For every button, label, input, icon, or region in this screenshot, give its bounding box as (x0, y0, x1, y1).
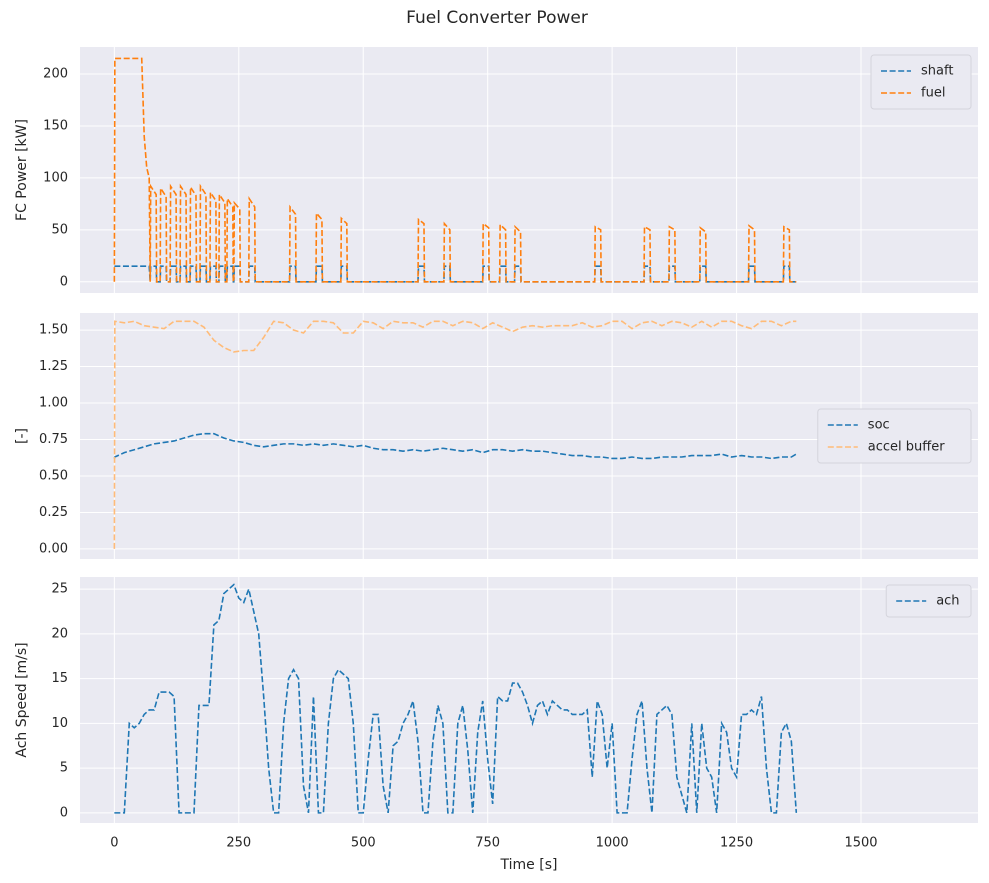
y-tick-label: 0.75 (39, 432, 68, 447)
series-group (113, 57, 797, 283)
series-line (113, 320, 797, 549)
y-tick-label: 20 (51, 626, 68, 641)
series-group (113, 320, 797, 549)
subplot: 0.00 0.25 0.50 0.75 1.00 1.25 1.50 [-] soc accel … (14, 313, 978, 559)
figure-title: Fuel Converter Power (406, 8, 588, 28)
plot-area (80, 47, 978, 293)
y-tick-label: 15 (51, 671, 68, 686)
x-tick-label: 1000 (596, 836, 629, 851)
legend-label: accel buffer (868, 440, 945, 455)
x-tick-label: 250 (226, 836, 251, 851)
y-tick-label: 200 (43, 67, 68, 82)
series-line (113, 432, 797, 460)
legend-label: shaft (921, 64, 953, 79)
plot-area (80, 577, 978, 823)
x-tick-label: 1250 (720, 836, 753, 851)
legend-box (870, 54, 972, 110)
subplot: 0 250 500 750 1000 1250 1500 0 5 10 15 20 25 Ach Spee… (14, 577, 978, 873)
x-tick-label: 1500 (844, 836, 877, 851)
legend-box (885, 584, 972, 618)
y-tick-label: 50 (51, 222, 68, 237)
y-axis-label: FC Power [kW] (14, 119, 30, 221)
y-tick-label: 0.25 (39, 505, 68, 520)
y-tick-label: 0 (60, 274, 68, 289)
y-tick-label: 1.00 (39, 396, 68, 411)
y-tick-label: 100 (43, 170, 68, 185)
y-tick-label: 1.50 (39, 323, 68, 338)
x-axis-label: Time [s] (500, 857, 558, 873)
y-tick-label: 0.00 (39, 541, 68, 556)
legend-label: ach (936, 594, 959, 609)
legend: shaft fuel (870, 54, 972, 110)
x-tick-label: 500 (351, 836, 376, 851)
legend-label: soc (868, 418, 890, 433)
x-tick-label: 750 (475, 836, 500, 851)
legend: soc accel buffer (817, 408, 972, 464)
y-tick-label: 0.50 (39, 468, 68, 483)
y-axis-label: Ach Speed [m/s] (14, 642, 30, 757)
y-axis-label: [-] (14, 428, 30, 444)
legend-label: fuel (921, 86, 945, 101)
series-line (113, 57, 797, 283)
x-tick-label: 0 (110, 836, 118, 851)
y-tick-label: 150 (43, 118, 68, 133)
legend-box (817, 408, 972, 464)
series-line (114, 583, 798, 814)
y-tick-label: 10 (51, 716, 68, 731)
y-tick-label: 0 (60, 805, 68, 820)
y-tick-label: 25 (51, 582, 68, 597)
y-tick-label: 5 (60, 761, 68, 776)
y-tick-label: 1.25 (39, 359, 68, 374)
legend: ach (885, 584, 972, 618)
series-group (114, 583, 798, 814)
subplot: 0 50 100 150 200 FC Power [kW] shaft fuel (14, 47, 978, 293)
